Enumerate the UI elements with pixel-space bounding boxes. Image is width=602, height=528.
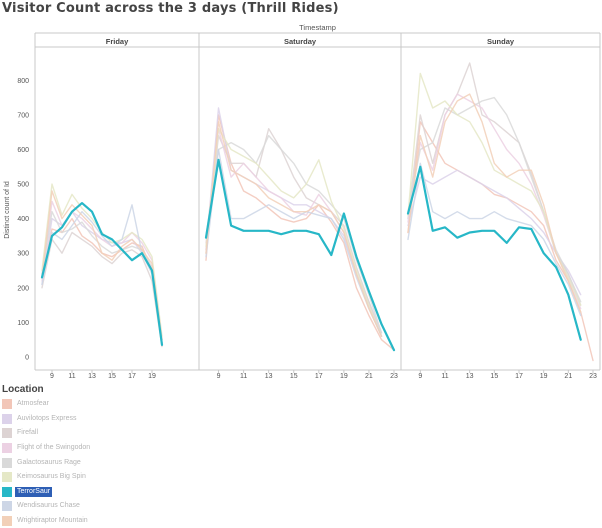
x-tick-label: 9 — [217, 373, 221, 380]
series-line-auvilotops-express-sunday — [407, 169, 582, 296]
chart-area: Timestamp Friday 9 11 13 15 17 19 Saturday 9 11 13 1… — [4, 23, 601, 380]
series-line-wendisaurus-chase-friday — [41, 204, 163, 344]
series-line-flight-of-the-swingodon-sunday — [407, 93, 582, 310]
series-line-wrightiraptor-mountain-sunday — [407, 93, 582, 313]
legend-item-atmosfear[interactable]: Atmosfear — [2, 397, 202, 412]
legend: Location Atmosfear Auvilotops Express Fire… — [2, 384, 202, 528]
series-line-galactosaurus-rage-saturday — [205, 134, 383, 334]
series-line-wrightiraptor-mountain-saturday — [205, 121, 383, 337]
panel-header-friday: Friday — [106, 37, 129, 46]
x-tick-label: 19 — [540, 373, 548, 380]
y-tick-label: 500 — [17, 182, 29, 189]
legend-label: Keimosaurus Big Spin — [17, 473, 86, 481]
series-line-auvilotops-express-saturday — [205, 107, 383, 334]
chart-title: Visitor Count across the 3 days (Thrill … — [2, 1, 339, 16]
series-line-terrorsaur-friday — [40, 202, 164, 346]
x-tick-label: 21 — [564, 373, 572, 380]
legend-label: Auvilotops Express — [17, 414, 77, 422]
legend-item-flight-of-the-swingodon[interactable]: Flight of the Swingodon — [2, 441, 202, 456]
series-line-firefall-friday — [41, 231, 163, 348]
y-tick-label: 300 — [17, 251, 29, 258]
x-tick-label: 13 — [466, 373, 474, 380]
y-tick-label: 400 — [17, 216, 29, 223]
series-line-wendisaurus-chase-saturday — [205, 148, 383, 337]
legend-item-wrightiraptor-mountain[interactable]: Wrightiraptor Mountain — [2, 514, 202, 528]
legend-title: Location — [2, 384, 44, 395]
y-tick-label: 700 — [17, 112, 29, 119]
legend-swatch — [2, 516, 12, 527]
series-line-atmosfear-saturday — [205, 114, 395, 351]
legend-swatch — [2, 443, 12, 454]
legend-item-firefall[interactable]: Firefall — [2, 426, 202, 441]
legend-item-keimosaurus-big-spin[interactable]: Keimosaurus Big Spin — [2, 470, 202, 485]
series-line-keimosaurus-big-spin-sunday — [407, 72, 582, 306]
series-line-keimosaurus-big-spin-saturday — [205, 127, 383, 337]
x-tick-label: 13 — [265, 373, 273, 380]
panel-header-sunday: Sunday — [487, 37, 515, 46]
series-line-wendisaurus-chase-sunday — [407, 162, 582, 317]
legend-label: Galactosaurus Rage — [17, 458, 81, 466]
legend-label: Wrightiraptor Mountain — [17, 517, 88, 525]
series-line-terrorsaur-sunday — [406, 165, 582, 341]
legend-label: Firefall — [17, 429, 39, 437]
x-tick-label: 17 — [128, 373, 136, 380]
x-tick-label: 21 — [365, 373, 373, 380]
panel-header-saturday: Saturday — [284, 37, 317, 46]
legend-swatch — [2, 472, 12, 483]
legend-label: TerrorSaur — [15, 486, 53, 497]
legend-swatch — [2, 486, 12, 497]
y-tick-label: 600 — [17, 147, 29, 154]
y-tick-label: 100 — [17, 320, 29, 327]
x-tick-label: 23 — [390, 373, 398, 380]
legend-item-auvilotops-express[interactable]: Auvilotops Express — [2, 412, 202, 427]
series-line-wrightiraptor-mountain-friday — [41, 190, 163, 341]
x-tick-label: 11 — [240, 373, 247, 380]
x-tick-label: 17 — [515, 373, 523, 380]
legend-label: Atmosfear — [17, 400, 49, 408]
y-axis-label: Distinct count of Id — [4, 181, 11, 239]
legend-label: Flight of the Swingodon — [17, 444, 91, 452]
series-line-flight-of-the-swingodon-friday — [41, 200, 163, 341]
legend-label: Wendisaurus Chase — [17, 502, 80, 510]
x-tick-label: 9 — [418, 373, 422, 380]
series-line-flight-of-the-swingodon-saturday — [205, 127, 383, 337]
legend-item-wendisaurus-chase[interactable]: Wendisaurus Chase — [2, 499, 202, 514]
legend-swatch — [2, 399, 12, 410]
series-line-atmosfear-sunday — [407, 121, 594, 362]
legend-swatch — [2, 501, 12, 512]
x-tick-label: 11 — [68, 373, 75, 380]
legend-items: Atmosfear Auvilotops Express Firefall Fligh… — [2, 397, 202, 528]
y-tick-label: 200 — [17, 285, 29, 292]
x-tick-label: 15 — [490, 373, 498, 380]
legend-swatch — [2, 413, 12, 424]
legend-swatch — [2, 428, 12, 439]
x-tick-label: 19 — [340, 373, 348, 380]
x-tick-label: 13 — [88, 373, 96, 380]
x-tick-label: 23 — [589, 373, 597, 380]
legend-item-terrorsaur[interactable]: TerrorSaur — [2, 485, 202, 500]
series-line-auvilotops-express-friday — [41, 211, 163, 341]
x-tick-label: 17 — [315, 373, 323, 380]
x-tick-label: 19 — [148, 373, 156, 380]
y-tick-label: 800 — [17, 78, 29, 85]
legend-swatch — [2, 457, 12, 468]
y-tick-label: 0 — [25, 355, 29, 362]
x-tick-label: 15 — [108, 373, 116, 380]
x-tick-label: 15 — [290, 373, 298, 380]
x-tick-label: 11 — [441, 373, 448, 380]
legend-item-galactosaurus-rage[interactable]: Galactosaurus Rage — [2, 455, 202, 470]
x-tick-label: 9 — [50, 373, 54, 380]
series-line-firefall-saturday — [205, 127, 383, 337]
column-header-label: Timestamp — [299, 23, 336, 32]
series-line-terrorsaur-saturday — [204, 158, 396, 352]
